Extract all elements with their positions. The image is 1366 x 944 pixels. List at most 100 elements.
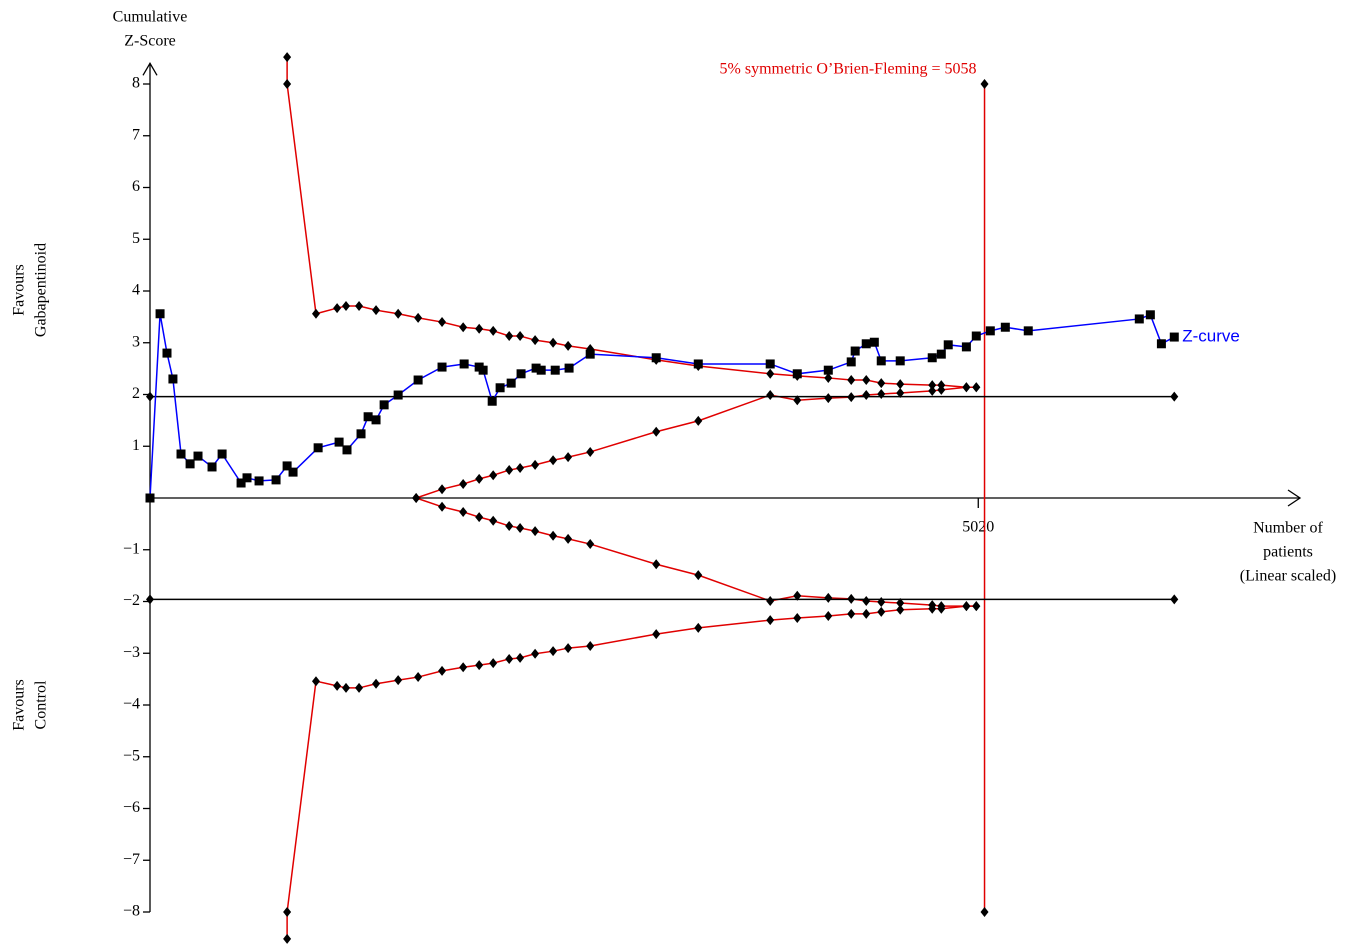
- boundary-point: [438, 484, 447, 495]
- boundary-point: [438, 665, 447, 676]
- y-tick-label: 8: [132, 75, 140, 92]
- boundary-point: [586, 539, 595, 550]
- boundary-point: [766, 390, 775, 401]
- boundary-point: [824, 610, 833, 621]
- boundary-point: [505, 331, 514, 342]
- boundary-point: [516, 331, 525, 342]
- boundary-point: [394, 308, 403, 319]
- z-curve-point: [168, 374, 178, 384]
- y-tick-label: 2: [132, 385, 140, 402]
- boundary-point: [475, 660, 484, 671]
- z-curve-point: [850, 346, 860, 356]
- boundary-point: [283, 933, 292, 944]
- z-curve-point: [550, 365, 560, 375]
- boundary-point: [937, 601, 946, 612]
- boundary-point: [459, 506, 468, 517]
- boundary-point: [459, 479, 468, 490]
- y-tick-label: 3: [132, 333, 140, 350]
- boundary-point: [962, 382, 971, 393]
- boundary-point: [928, 600, 937, 611]
- boundary-point: [283, 52, 292, 63]
- boundary-point: [652, 559, 661, 570]
- y-tick-label: −7: [123, 851, 140, 868]
- side-label: Gabapentinoid: [33, 243, 50, 337]
- boundary-point: [652, 629, 661, 640]
- boundary-point: [531, 459, 540, 470]
- boundary-point: [459, 662, 468, 673]
- boundary-point: [355, 682, 364, 693]
- y-axis-title: Z-Score: [124, 33, 176, 50]
- z-curve-point: [334, 437, 344, 447]
- boundary-point: [877, 597, 886, 608]
- z-curve-point: [459, 359, 469, 369]
- z-curve-point: [971, 331, 981, 341]
- ris-label: 5% symmetric O’Brien-Fleming = 5058: [720, 61, 977, 78]
- z-curve-point: [861, 339, 871, 349]
- boundary-point: [972, 382, 981, 393]
- boundary-point: [766, 595, 775, 606]
- boundary-point: [793, 395, 802, 406]
- y-axis-arrow: [142, 62, 158, 76]
- z-curve-point: [242, 473, 252, 483]
- x-axis-title: Number of: [1253, 520, 1323, 537]
- z-curve-point: [516, 369, 526, 379]
- z-curve-point: [531, 363, 541, 373]
- boundary-point: [586, 641, 595, 652]
- boundary-point: [824, 372, 833, 383]
- z-curve-point: [162, 348, 172, 358]
- boundary-point: [564, 643, 573, 654]
- z-curve-point: [651, 353, 661, 363]
- boundary-point: [549, 337, 558, 348]
- y-tick-label: 7: [132, 126, 140, 143]
- z-curve-point: [155, 309, 165, 319]
- z-curve-point: [985, 326, 995, 336]
- boundary-point: [146, 594, 154, 605]
- z-curve-point: [1023, 326, 1033, 336]
- boundary-point: [896, 379, 905, 390]
- z-curve-point: [207, 462, 217, 472]
- z-curve-point: [236, 478, 246, 488]
- boundary-point: [877, 388, 886, 399]
- y-tick-label: −5: [123, 747, 140, 764]
- z-curve-point: [536, 365, 546, 375]
- z-curve-point: [217, 449, 227, 459]
- z-curve-point: [693, 359, 703, 369]
- z-curve-line: [149, 313, 1175, 499]
- boundary-point: [972, 601, 981, 612]
- boundary-point: [489, 470, 498, 481]
- boundary-point: [847, 608, 856, 619]
- boundary-point: [438, 501, 447, 512]
- boundary-point: [793, 590, 802, 601]
- boundary-point: [475, 473, 484, 484]
- z-curve-point: [313, 443, 323, 453]
- boundary-point: [489, 658, 498, 669]
- z-curve-point: [176, 449, 186, 459]
- boundary-point: [475, 512, 484, 523]
- z-curve-point: [1145, 310, 1155, 320]
- z-curve-point: [585, 349, 595, 359]
- z-curve-point: [506, 378, 516, 388]
- boundary-point: [564, 340, 573, 351]
- boundary-point: [766, 615, 775, 626]
- boundary-point: [766, 368, 775, 379]
- side-label: Favours: [11, 264, 28, 316]
- boundary-point: [549, 646, 558, 657]
- boundary-point: [980, 907, 989, 917]
- boundary-point: [459, 322, 468, 333]
- z-curve-point: [413, 375, 423, 385]
- boundary-point: [586, 446, 595, 457]
- boundary-point: [505, 465, 514, 476]
- boundary-point: [475, 323, 484, 334]
- boundary-point: [489, 325, 498, 336]
- boundary-point: [564, 452, 573, 463]
- boundary-point: [394, 675, 403, 686]
- boundary-point: [549, 530, 558, 541]
- boundary-point: [896, 604, 905, 615]
- boundary-point: [694, 570, 703, 581]
- boundary-point: [531, 335, 540, 346]
- y-tick-label: 5: [132, 230, 140, 247]
- z-curve-point: [943, 340, 953, 350]
- boundary-point: [342, 301, 351, 312]
